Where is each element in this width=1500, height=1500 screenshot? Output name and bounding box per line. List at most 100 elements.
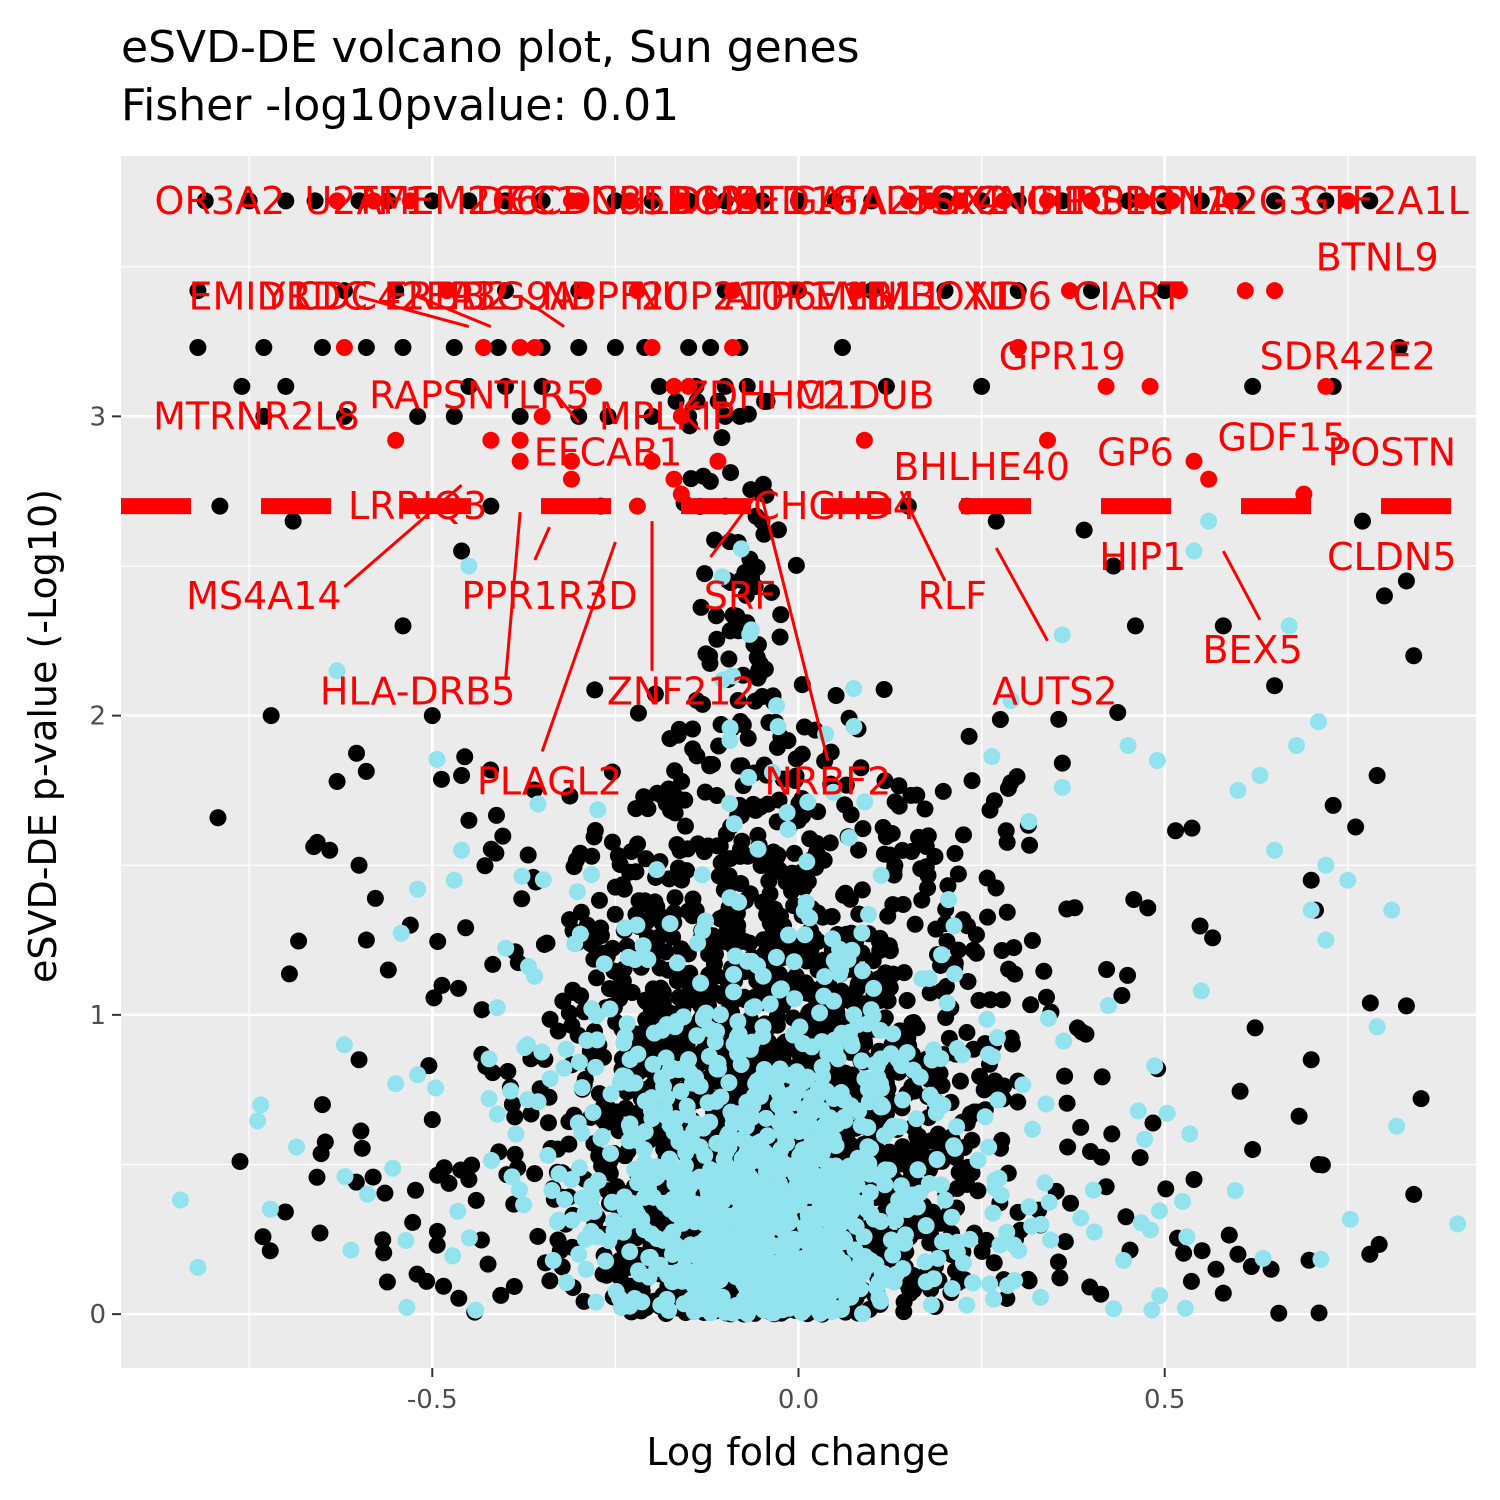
data-point (953, 1046, 971, 1064)
data-point (642, 1102, 660, 1120)
data-point (708, 630, 726, 648)
data-point (358, 1185, 376, 1203)
data-point (753, 192, 771, 210)
data-point (589, 1172, 607, 1190)
data-point (948, 1118, 966, 1136)
data-point (679, 840, 697, 858)
data-point (723, 1163, 741, 1181)
data-point (1231, 1082, 1249, 1100)
data-point (837, 776, 855, 794)
data-point (769, 846, 787, 864)
data-point (1182, 1272, 1200, 1290)
data-point (1246, 1019, 1264, 1037)
data-point (487, 806, 505, 824)
data-point (850, 841, 868, 859)
data-point (785, 844, 803, 862)
data-point (929, 1249, 947, 1267)
data-point (1119, 192, 1137, 210)
data-point (816, 1116, 834, 1134)
data-point (692, 974, 710, 992)
data-point (648, 861, 666, 879)
data-point (1156, 282, 1174, 300)
data-point (707, 607, 725, 625)
data-point (732, 540, 750, 558)
data-point (467, 1301, 485, 1319)
data-point (971, 1067, 989, 1085)
data-point (685, 1122, 703, 1140)
data-point (749, 1180, 767, 1198)
data-point (392, 924, 410, 942)
label-connector (1221, 550, 1262, 621)
data-point (350, 1051, 368, 1069)
data-point (420, 1057, 438, 1075)
data-point (795, 718, 813, 736)
data-point (570, 1245, 588, 1263)
data-point (781, 1086, 799, 1104)
data-point (983, 748, 1001, 766)
data-point (1347, 818, 1365, 836)
data-point (1310, 1304, 1328, 1322)
data-point (335, 339, 353, 357)
data-point (1105, 1300, 1123, 1318)
data-point (376, 1184, 394, 1202)
chart-subtitle: Fisher -log10pvalue: 0.01 (121, 80, 679, 131)
data-point (757, 1109, 775, 1127)
data-point (1405, 647, 1423, 665)
data-point (476, 857, 494, 875)
data-point (569, 1114, 587, 1132)
data-point (261, 1200, 279, 1218)
gene-label: POSTN (1327, 430, 1456, 474)
data-point (890, 1191, 908, 1209)
data-point (387, 431, 405, 449)
data-point (1035, 962, 1053, 980)
gene-label: MED16 (724, 179, 858, 223)
data-point (255, 339, 273, 357)
data-point (772, 907, 790, 925)
data-point (665, 377, 683, 395)
data-point (1361, 1245, 1379, 1263)
data-point (1136, 1130, 1154, 1148)
data-point (1059, 1138, 1077, 1156)
data-point (886, 857, 904, 875)
data-point (1151, 1202, 1169, 1220)
data-point (815, 851, 833, 869)
data-point (276, 1203, 294, 1221)
data-point (1092, 1285, 1110, 1303)
data-point (387, 1075, 405, 1093)
data-point (721, 794, 739, 812)
data-point (1390, 339, 1408, 357)
data-point (637, 993, 655, 1011)
data-point (796, 1217, 814, 1235)
data-point (798, 853, 816, 871)
data-point (357, 931, 375, 949)
data-point (1119, 737, 1137, 755)
data-point (870, 1289, 888, 1307)
data-point (515, 1196, 533, 1214)
data-point (639, 950, 657, 968)
data-point (661, 801, 679, 819)
data-point (876, 1161, 894, 1179)
data-point (761, 995, 779, 1013)
data-point (729, 1013, 747, 1031)
data-point (997, 822, 1015, 840)
label-connector (358, 295, 470, 329)
data-point (862, 1001, 880, 1019)
data-point (920, 1175, 938, 1193)
label-connector (709, 496, 756, 558)
data-point (720, 650, 738, 668)
data-point (482, 840, 500, 858)
data-point (643, 452, 661, 470)
data-point (582, 866, 600, 884)
data-point (1266, 192, 1284, 210)
data-point (849, 1149, 867, 1167)
data-point (1002, 692, 1020, 710)
data-point (934, 1096, 952, 1114)
data-point (1175, 1244, 1193, 1262)
data-point (684, 720, 702, 738)
data-point (663, 1165, 681, 1183)
data-point (819, 1045, 837, 1063)
data-point (760, 872, 778, 890)
data-point (1008, 768, 1026, 786)
data-point (740, 768, 758, 786)
data-point (1214, 617, 1232, 635)
